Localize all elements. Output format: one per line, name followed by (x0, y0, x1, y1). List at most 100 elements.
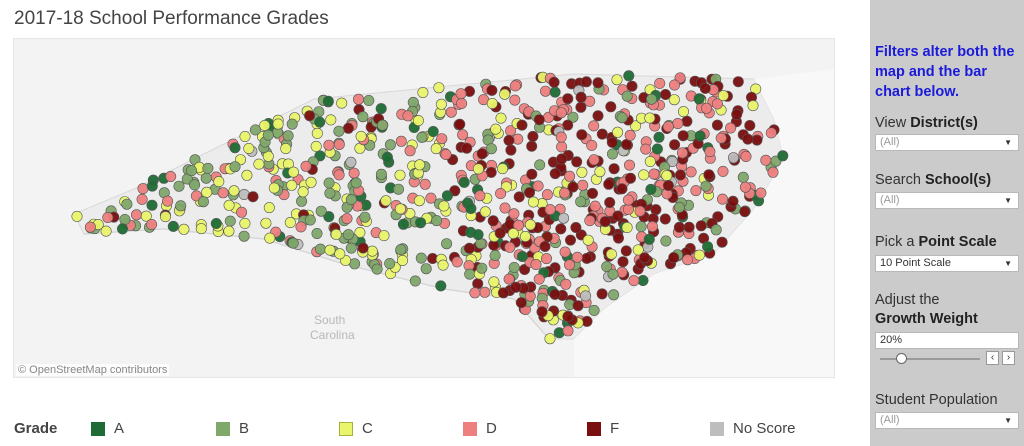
school-marker[interactable] (646, 221, 658, 233)
school-marker[interactable] (239, 131, 251, 143)
school-marker[interactable] (715, 132, 727, 144)
school-marker[interactable] (624, 172, 636, 184)
school-marker[interactable] (690, 185, 702, 197)
school-marker[interactable] (556, 141, 568, 153)
school-marker[interactable] (486, 97, 498, 109)
school-marker[interactable] (650, 204, 662, 216)
school-marker[interactable] (345, 156, 357, 168)
legend-item-no-score[interactable]: No Score (710, 420, 796, 437)
school-marker[interactable] (392, 183, 404, 195)
school-marker[interactable] (567, 181, 579, 193)
school-marker[interactable] (549, 288, 561, 300)
school-marker[interactable] (341, 213, 353, 225)
school-marker[interactable] (414, 159, 426, 171)
school-marker[interactable] (268, 182, 280, 194)
school-marker[interactable] (504, 241, 516, 253)
school-marker[interactable] (167, 220, 179, 232)
school-marker[interactable] (223, 225, 235, 237)
school-marker[interactable] (727, 152, 739, 164)
school-marker[interactable] (499, 202, 511, 214)
school-marker[interactable] (674, 169, 686, 181)
school-marker[interactable] (395, 244, 407, 256)
school-marker[interactable] (297, 186, 309, 198)
school-marker[interactable] (581, 252, 593, 264)
school-marker[interactable] (608, 163, 620, 175)
school-marker[interactable] (607, 268, 619, 280)
school-marker[interactable] (559, 187, 571, 199)
school-marker[interactable] (513, 191, 525, 203)
school-marker[interactable] (532, 180, 544, 192)
school-marker[interactable] (717, 165, 729, 177)
school-marker[interactable] (333, 139, 345, 151)
school-marker[interactable] (417, 86, 429, 98)
school-marker[interactable] (677, 106, 689, 118)
school-marker[interactable] (325, 114, 337, 126)
school-marker[interactable] (586, 187, 598, 199)
school-marker[interactable] (536, 306, 548, 318)
school-marker[interactable] (643, 233, 655, 245)
school-marker[interactable] (217, 187, 229, 199)
school-marker[interactable] (457, 129, 469, 141)
growth-weight-input[interactable]: 20% (875, 332, 1019, 349)
school-map-svg[interactable]: South Carolina (14, 39, 834, 377)
map-view[interactable]: South Carolina © OpenStreetMap contribut… (13, 38, 835, 378)
school-marker[interactable] (559, 246, 571, 258)
school-marker[interactable] (564, 170, 576, 182)
school-marker[interactable] (485, 143, 497, 155)
school-marker[interactable] (165, 171, 177, 183)
school-marker[interactable] (472, 229, 484, 241)
school-marker[interactable] (519, 231, 531, 243)
school-marker[interactable] (524, 219, 536, 231)
school-marker[interactable] (523, 187, 535, 199)
school-marker[interactable] (476, 148, 488, 160)
school-marker[interactable] (739, 181, 751, 193)
school-marker[interactable] (195, 223, 207, 235)
school-marker[interactable] (556, 153, 568, 165)
school-marker[interactable] (645, 183, 657, 195)
school-marker[interactable] (765, 127, 777, 139)
school-marker[interactable] (507, 228, 519, 240)
school-marker[interactable] (304, 110, 316, 122)
school-marker[interactable] (486, 84, 498, 96)
school-marker[interactable] (588, 120, 600, 132)
school-marker[interactable] (380, 195, 392, 207)
school-dropdown[interactable]: (All) ▼ (875, 192, 1019, 209)
school-marker[interactable] (323, 177, 335, 189)
school-marker[interactable] (490, 123, 502, 135)
school-marker[interactable] (588, 154, 600, 166)
school-marker[interactable] (140, 210, 152, 222)
school-marker[interactable] (621, 222, 633, 234)
legend-item-a[interactable]: A (91, 420, 124, 437)
school-marker[interactable] (612, 126, 624, 138)
school-marker[interactable] (287, 166, 299, 178)
school-marker[interactable] (314, 116, 326, 128)
school-marker[interactable] (236, 206, 248, 218)
school-marker[interactable] (596, 288, 608, 300)
school-marker[interactable] (644, 112, 656, 124)
school-marker[interactable] (202, 162, 214, 174)
school-marker[interactable] (564, 234, 576, 246)
school-marker[interactable] (662, 121, 674, 133)
school-marker[interactable] (456, 97, 468, 109)
school-marker[interactable] (575, 101, 587, 113)
school-marker[interactable] (608, 289, 620, 301)
school-marker[interactable] (121, 198, 133, 210)
school-marker[interactable] (508, 208, 520, 220)
school-marker[interactable] (563, 259, 575, 271)
school-marker[interactable] (575, 196, 587, 208)
school-marker[interactable] (739, 206, 751, 218)
legend-item-c[interactable]: C (339, 420, 373, 437)
school-marker[interactable] (350, 177, 362, 189)
school-marker[interactable] (228, 185, 240, 197)
school-marker[interactable] (474, 190, 486, 202)
school-marker[interactable] (324, 244, 336, 256)
legend-item-f[interactable]: F (587, 420, 619, 437)
school-marker[interactable] (430, 143, 442, 155)
school-marker[interactable] (560, 278, 572, 290)
school-marker[interactable] (415, 252, 427, 264)
school-marker[interactable] (441, 238, 453, 250)
school-marker[interactable] (673, 201, 685, 213)
school-marker[interactable] (352, 93, 364, 105)
school-marker[interactable] (700, 102, 712, 114)
school-marker[interactable] (669, 139, 681, 151)
